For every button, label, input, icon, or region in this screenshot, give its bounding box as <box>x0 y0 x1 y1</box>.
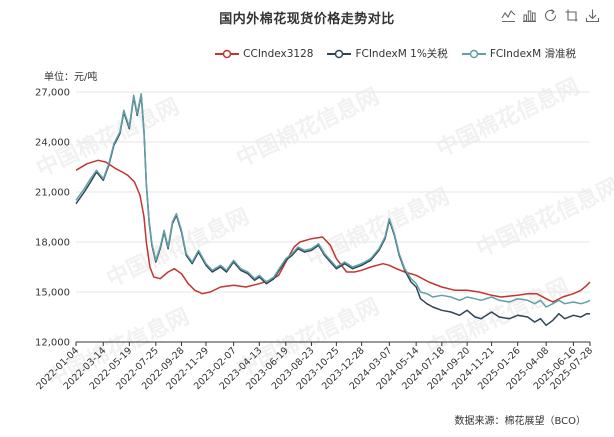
y-tick-label: 12,000 <box>35 338 70 349</box>
legend-label: FCIndexM 滑准税 <box>489 48 576 60</box>
series-line-fcindex-sliding <box>75 92 591 308</box>
download-icon[interactable] <box>585 8 600 23</box>
line-chart-icon[interactable] <box>501 8 516 23</box>
legend-label: FCIndexM 1%关税 <box>355 48 448 60</box>
legend-swatch-fcindex-1pct <box>327 49 352 58</box>
legend-swatch-fcindex-sliding <box>461 49 486 58</box>
legend-swatch-ccindex <box>215 49 240 58</box>
legend-label: CCIndex3128 <box>243 47 314 60</box>
series-line-ccindex <box>75 159 591 303</box>
y-tick-label: 18,000 <box>35 238 70 249</box>
toolbox <box>501 8 600 23</box>
y-tick-label: 24,000 <box>35 138 70 149</box>
legend: CCIndex3128 FCIndexM 1%关税 FCIndexM 滑准税 <box>215 46 576 61</box>
source-label: 数据来源：棉花展望（BCO） <box>454 416 586 427</box>
refresh-icon[interactable] <box>543 8 558 23</box>
series-line-fcindex-1pct <box>75 94 590 327</box>
legend-item-fcindex-sliding[interactable]: FCIndexM 滑准税 <box>461 46 576 61</box>
legend-item-ccindex[interactable]: CCIndex3128 <box>215 48 313 60</box>
y-tick-label: 21,000 <box>35 188 70 199</box>
legend-item-fcindex-1pct[interactable]: FCIndexM 1%关税 <box>327 46 448 61</box>
y-tick-label: 27,000 <box>35 88 70 99</box>
bar-chart-icon[interactable] <box>522 8 537 23</box>
restore-icon[interactable] <box>564 8 579 23</box>
chart-title: 国内外棉花现货价格走势对比 <box>219 12 395 27</box>
y-axis-unit-label: 单位：元/吨 <box>44 72 98 83</box>
y-tick-label: 15,000 <box>35 288 70 299</box>
